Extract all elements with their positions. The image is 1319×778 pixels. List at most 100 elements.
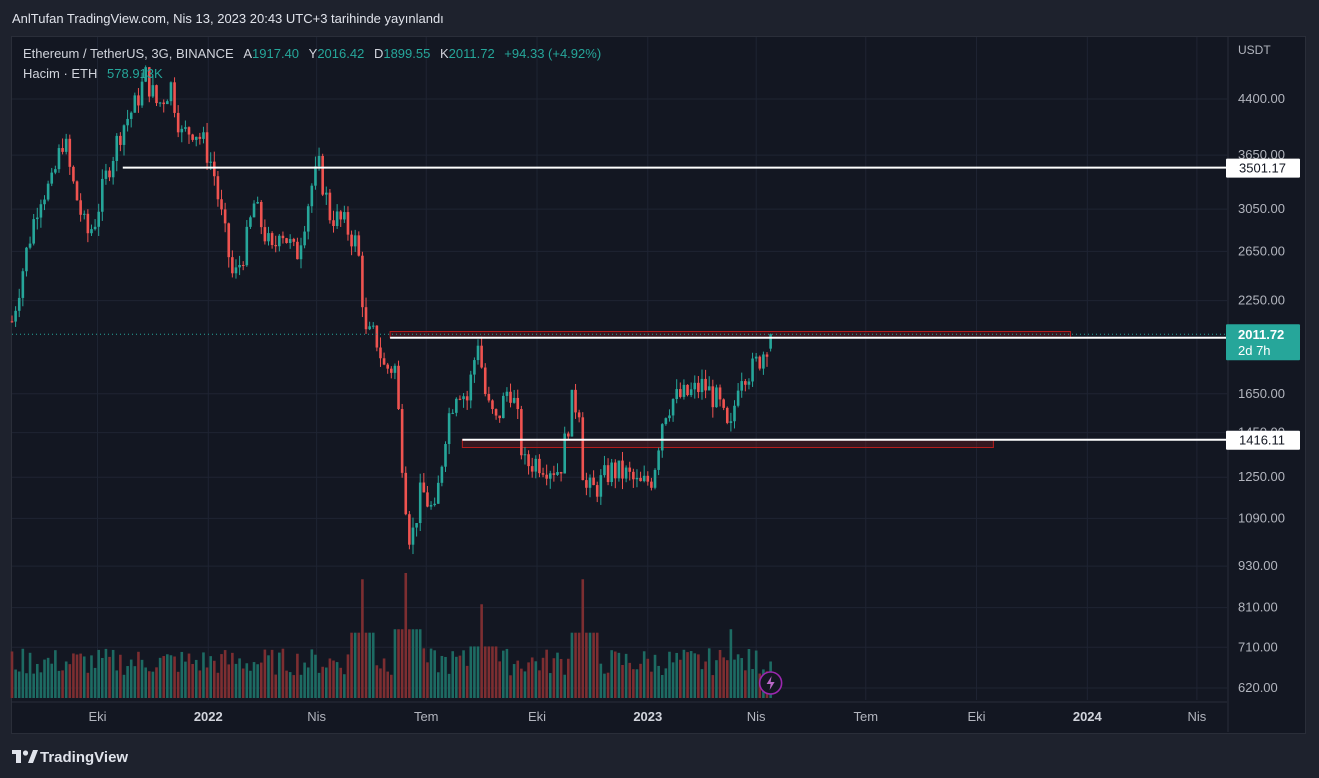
candle-body: [639, 477, 642, 482]
time-axis-tick: 2024: [1073, 709, 1103, 724]
price-axis-tick: 1090.00: [1238, 510, 1285, 525]
volume-bar: [158, 657, 162, 698]
candle-body: [296, 241, 299, 260]
volume-bar: [660, 674, 664, 698]
price-axis-currency: USDT: [1238, 43, 1271, 57]
volume-bar: [473, 646, 476, 698]
volume-bar: [227, 664, 231, 698]
candle-body: [90, 229, 93, 234]
volume-bar: [429, 648, 433, 698]
candle-body: [480, 345, 483, 368]
volume-bar: [191, 663, 194, 698]
candle-body: [436, 482, 440, 504]
volume-bar: [274, 674, 278, 698]
time-axis-tick: Nis: [747, 709, 766, 724]
time-axis-tick: Tem: [853, 709, 878, 724]
volume-bar: [296, 653, 299, 698]
candle-body: [151, 85, 155, 97]
ohlc-legend-row: Ethereum / TetherUS, 3G, BINANCE A1917.4…: [23, 45, 601, 65]
volume-bar: [220, 654, 223, 698]
candle-body: [306, 206, 310, 232]
candle-body: [501, 395, 505, 419]
lightning-glyph: [766, 676, 775, 690]
candle-body: [628, 467, 632, 472]
volume-bar: [541, 657, 545, 698]
candle-body: [473, 360, 476, 375]
high-label: Y: [308, 46, 318, 61]
tradingview-logo-icon[interactable]: [12, 749, 38, 765]
volume-bar: [57, 670, 61, 698]
candle-body: [682, 384, 686, 397]
candle-body: [415, 523, 418, 528]
volume-bar: [97, 649, 101, 698]
volume-bar: [404, 573, 408, 698]
volume-label[interactable]: Hacim · ETH: [23, 66, 98, 81]
volume-bar: [353, 632, 357, 698]
candle-body: [140, 81, 144, 106]
candle-body: [198, 136, 202, 139]
volume-bar: [281, 648, 285, 698]
last-price-text: 2011.72: [1238, 327, 1284, 342]
candle-body: [715, 387, 718, 408]
volume-bar: [321, 666, 324, 698]
candle-body: [180, 128, 184, 133]
candle-body: [32, 219, 35, 244]
countdown-text: 2d 7h: [1238, 343, 1271, 358]
time-axis-tick: Nis: [307, 709, 326, 724]
volume-bar: [205, 667, 209, 698]
volume-bar: [64, 661, 68, 698]
symbol-name[interactable]: Ethereum / TetherUS, 3G, BINANCE: [23, 46, 234, 61]
candle-body: [14, 310, 17, 322]
volume-bar: [653, 654, 657, 698]
volume-bar: [375, 665, 379, 698]
volume-bar: [462, 650, 465, 698]
candle-body: [494, 409, 498, 416]
candle-body: [733, 405, 736, 422]
last-price-box: [1226, 324, 1300, 361]
time-axis-tick: Nis: [1188, 709, 1207, 724]
time-axis-tick: Eki: [968, 709, 986, 724]
volume-bar: [415, 629, 418, 698]
volume-bar: [303, 662, 306, 698]
candle-body: [440, 466, 444, 483]
candle-body: [39, 204, 43, 218]
chart-frame[interactable]: [11, 36, 1306, 734]
low-label: D: [373, 46, 384, 61]
volume-bar: [686, 652, 689, 698]
volume-bar: [639, 663, 642, 698]
price-axis-tick: 1250.00: [1238, 469, 1285, 484]
volume-bar: [523, 671, 527, 698]
volume-bars: [10, 573, 772, 698]
tradingview-brand[interactable]: TradingView: [40, 748, 129, 766]
candle-body: [751, 358, 754, 382]
volume-bar: [212, 660, 216, 698]
candle-body: [147, 67, 151, 97]
open-value: 1917.40: [252, 46, 300, 61]
volume-bar: [371, 632, 375, 698]
volume-bar: [82, 656, 86, 698]
change-value: +94.33 (+4.92%): [504, 46, 602, 61]
volume-bar: [299, 674, 303, 698]
candle-body: [46, 183, 50, 200]
candle-body: [718, 387, 722, 400]
volume-bar: [249, 670, 252, 698]
volume-bar: [288, 672, 292, 698]
candle-body: [285, 238, 288, 243]
volume-bar: [613, 651, 617, 698]
volume-bar: [357, 632, 361, 698]
volume-bar: [155, 667, 158, 698]
candle-body: [241, 265, 245, 267]
candle-body: [744, 381, 747, 385]
price-axis-tick: 3650.00: [1238, 147, 1285, 162]
volume-bar: [520, 668, 523, 698]
volume-bar: [494, 646, 498, 698]
candle-body: [585, 480, 588, 488]
candle-body: [357, 235, 361, 256]
volume-bar: [35, 663, 39, 698]
volume-bar: [324, 667, 328, 698]
candle-body: [617, 460, 621, 479]
candle-body: [664, 418, 668, 425]
volume-bar: [61, 670, 64, 698]
volume-bar: [577, 632, 581, 698]
